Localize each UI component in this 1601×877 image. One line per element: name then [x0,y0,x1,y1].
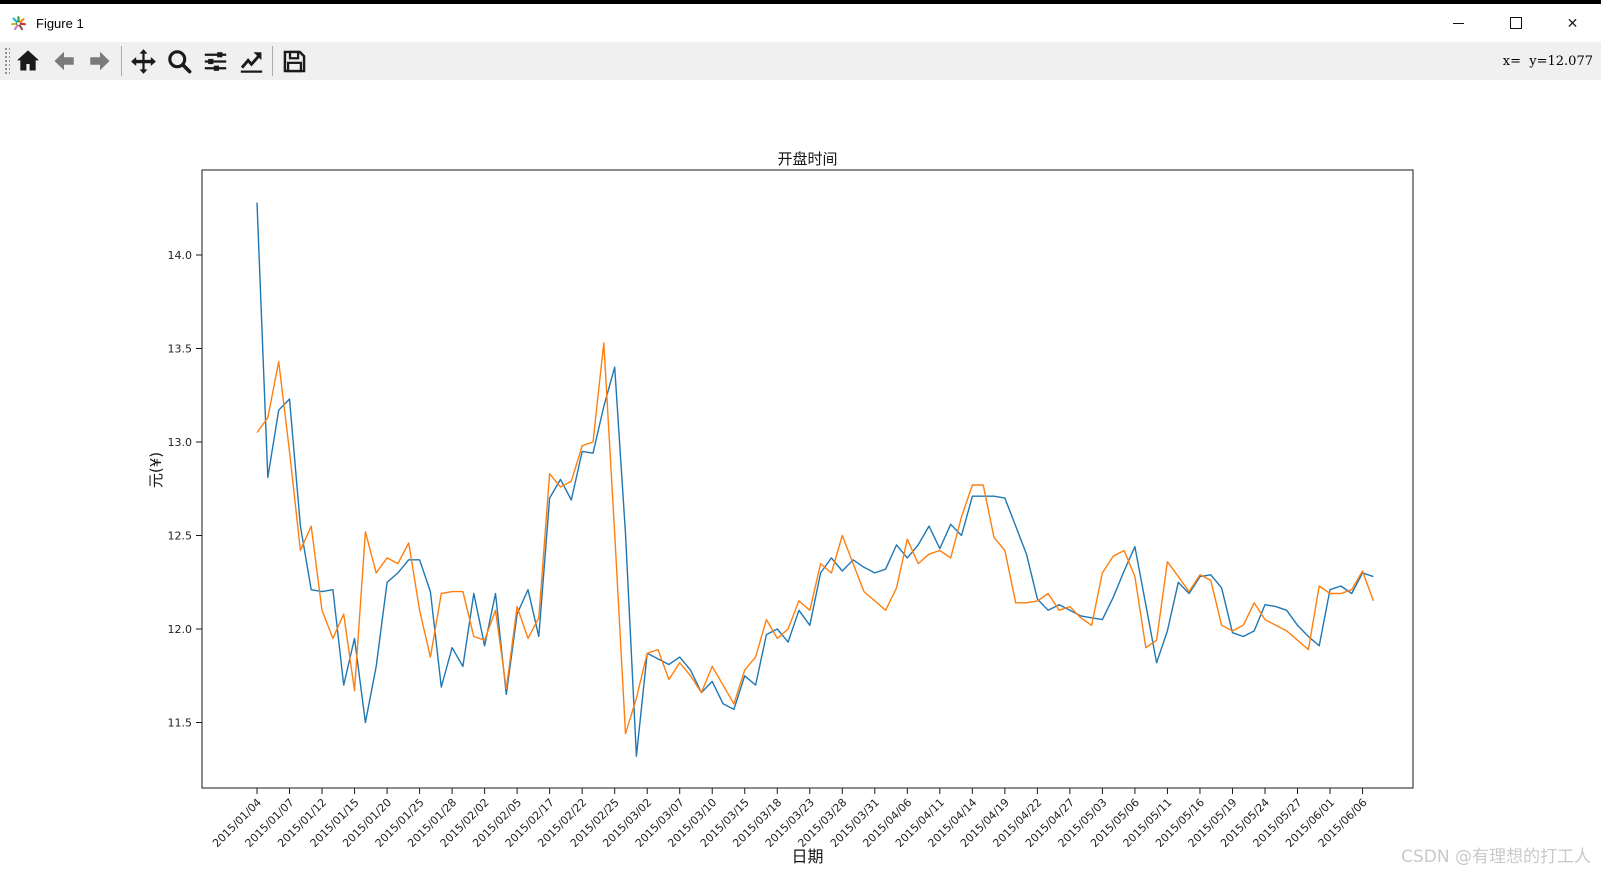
home-icon [16,50,40,71]
close-button[interactable]: ✕ [1544,4,1601,42]
minimize-button[interactable] [1430,4,1487,42]
y-tick-label: 11.5 [168,717,193,730]
maximize-button[interactable] [1487,4,1544,42]
chart-title: 开盘时间 [777,150,838,168]
axes-spines [201,169,1414,789]
window-controls: ✕ [1430,4,1601,42]
pan-button[interactable] [125,44,161,78]
window-title: Figure 1 [36,15,84,31]
plot-line-series-blue [256,202,1374,757]
toolbar-separator [272,46,273,76]
matplotlib-logo-icon [11,15,26,30]
customize-icon [240,51,262,73]
navigation-toolbar: x= y=12.077 [0,42,1601,81]
toolbar-drag-handle[interactable] [3,46,10,76]
home-button[interactable] [10,44,46,78]
pan-icon [130,48,156,74]
y-tick-label: 12.5 [168,530,193,543]
subplots-button[interactable] [197,44,233,78]
y-axis-label: 元(¥) [147,451,165,489]
close-icon: ✕ [1566,15,1579,31]
minimize-icon [1453,22,1464,24]
back-button[interactable] [46,44,82,78]
save-icon [283,50,305,72]
forward-icon [90,51,110,71]
back-icon [54,51,74,71]
customize-button[interactable] [233,44,269,78]
plot-line-series-orange [256,342,1375,735]
zoom-icon [167,49,191,73]
zoom-button[interactable] [161,44,197,78]
subplots-icon [204,51,226,71]
cursor-coordinates-readout: x= y=12.077 [1502,53,1593,69]
forward-button[interactable] [82,44,118,78]
y-tick-label: 12.0 [168,623,193,636]
y-tick-label: 13.0 [168,436,193,449]
x-axis-label: 日期 [791,847,824,866]
maximize-icon [1509,17,1522,29]
figure-canvas[interactable]: 11.5 12.0 12.5 13.0 13.5 14.0 2015/01/04 2015/0… [0,80,1601,877]
plot-area[interactable]: 11.512.012.513.013.514.02015/01/042015/0… [0,80,1601,877]
titlebar: Figure 1 ✕ [0,4,1601,42]
window-top-border [0,0,1601,4]
save-button[interactable] [276,44,312,78]
watermark-text: CSDN @有理想的打工人 [1401,847,1591,867]
toolbar-separator [121,46,122,76]
y-tick-label: 13.5 [168,343,193,356]
y-tick-label: 14.0 [168,249,193,262]
